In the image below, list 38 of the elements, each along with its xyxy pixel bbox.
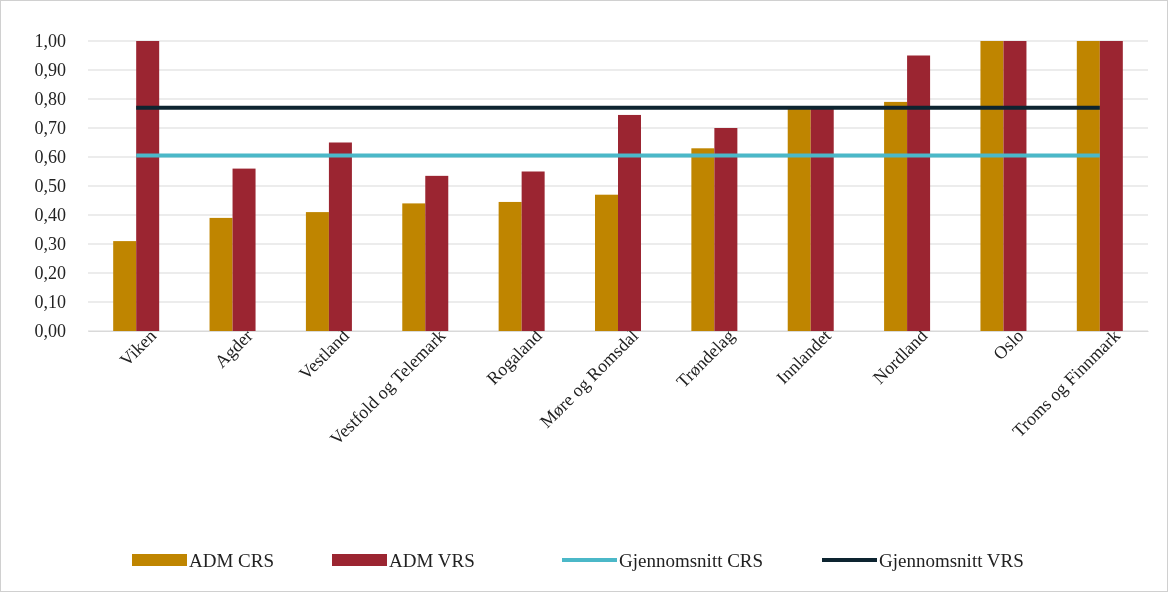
bar (1099, 41, 1123, 331)
bar (980, 41, 1004, 331)
y-tick-label: 0,20 (34, 263, 66, 284)
bar (402, 203, 426, 331)
y-tick-label: 0,50 (34, 176, 66, 197)
bar (714, 128, 738, 331)
bar (691, 148, 715, 331)
y-tick-label: 0,40 (34, 205, 66, 226)
y-tick-label: 1,00 (34, 31, 66, 52)
bar (328, 142, 352, 331)
bar (884, 101, 908, 331)
legend-label: ADM CRS (189, 549, 274, 571)
bar (232, 168, 256, 331)
legend-label: ADM VRS (389, 549, 475, 571)
bar (787, 107, 811, 331)
y-tick-label: 0,10 (34, 292, 66, 313)
y-tick-label: 0,90 (34, 60, 66, 81)
bar (1003, 41, 1027, 331)
bar (498, 201, 522, 331)
y-tick-label: 0,60 (34, 147, 66, 168)
bar (425, 175, 449, 331)
bar (595, 194, 618, 331)
bar (305, 212, 329, 331)
bar (618, 114, 641, 331)
bar (113, 241, 137, 331)
y-tick-label: 0,80 (34, 89, 66, 110)
bar (209, 217, 233, 331)
y-tick-label: 0,00 (34, 321, 66, 342)
bar (1076, 41, 1100, 331)
y-tick-label: 0,30 (34, 234, 66, 255)
bar (521, 171, 545, 331)
legend-label: Gjennomsnitt VRS (879, 549, 1024, 571)
bar (136, 41, 160, 331)
bar (907, 55, 931, 331)
y-tick-label: 0,70 (34, 118, 66, 139)
x-tick-label: Oslo (989, 325, 1028, 364)
legend-label: Gjennomsnitt CRS (619, 549, 764, 571)
bar (810, 107, 834, 331)
